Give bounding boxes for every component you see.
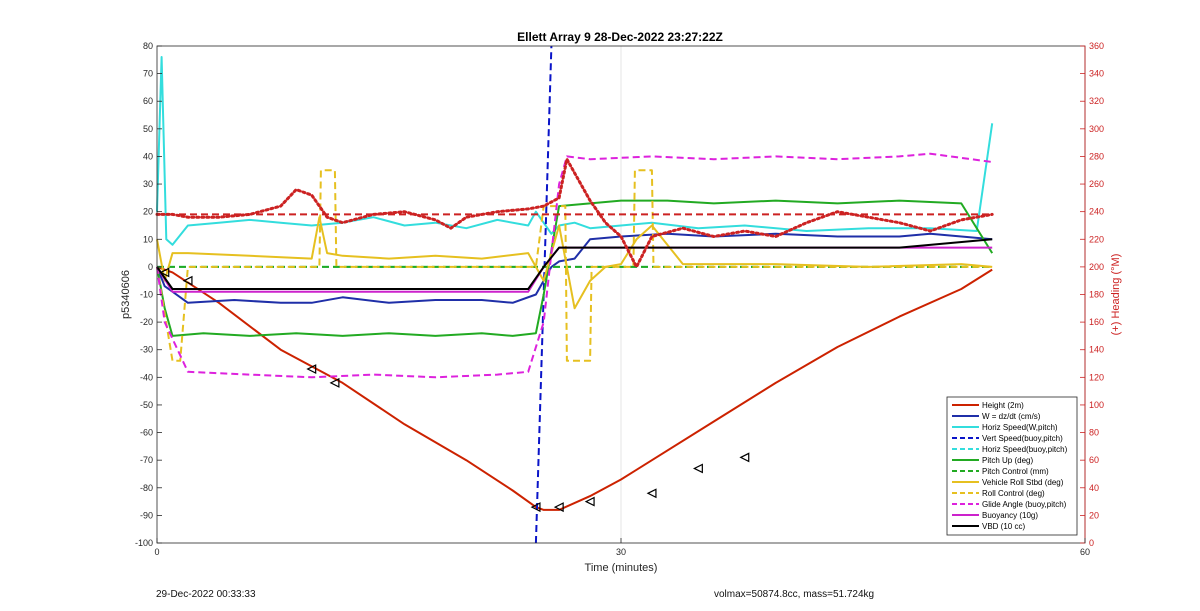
y2-tick-label: 280: [1089, 151, 1104, 161]
x-tick-label: 60: [1080, 547, 1090, 557]
series-line-7: [156, 216, 993, 310]
legend-entry: Vehicle Roll Stbd (deg): [982, 478, 1064, 487]
y2-tick-label: 260: [1089, 179, 1104, 189]
y2-tick-label: 340: [1089, 69, 1104, 79]
height-marker: [553, 502, 564, 513]
series-line-2: [156, 56, 994, 246]
x-axis-label: Time (minutes): [585, 562, 658, 574]
y2-tick-label: 160: [1089, 317, 1104, 327]
height-marker: [739, 452, 750, 463]
chart-title: Ellett Array 9 28-Dec-2022 23:27:22Z: [517, 30, 723, 44]
y-tick-label: -90: [140, 510, 153, 520]
y-tick-label: -50: [140, 400, 153, 410]
height-marker: [182, 275, 193, 286]
y-tick-label: -40: [140, 372, 153, 382]
legend-box: [946, 396, 1078, 536]
y-tick-label: 20: [143, 207, 153, 217]
height-marker: [306, 364, 317, 375]
height-markers: [159, 267, 750, 513]
y2-tick-label: 140: [1089, 345, 1104, 355]
left-y-axis: 80 70 60 50 40 30 20 10 0 -10 -20 -30 -40 -50 -60 -70 -8…: [135, 41, 162, 548]
footer-mass-info: volmax=50874.8cc, mass=51.724kg: [714, 589, 875, 600]
x-tick-label: 30: [616, 547, 626, 557]
y-tick-label: 60: [143, 96, 153, 106]
y2-tick-label: 100: [1089, 400, 1104, 410]
y-tick-label: -20: [140, 317, 153, 327]
y2-tick-label: 40: [1089, 483, 1099, 493]
y2-tick-label: 200: [1089, 262, 1104, 272]
y-tick-label: 40: [143, 151, 153, 161]
y-axis-label: p5340606: [120, 270, 132, 319]
legend-entry: Glide Angle (buoy,pitch): [982, 500, 1067, 509]
legend-entry: Pitch Control (mm): [982, 467, 1049, 476]
series-line-0: [156, 265, 993, 511]
height-marker: [159, 267, 170, 278]
height-marker: [692, 463, 703, 474]
y-tick-label: 70: [143, 69, 153, 79]
y-tick-label: 80: [143, 41, 153, 51]
y2-tick-label: 220: [1089, 234, 1104, 244]
height-marker: [584, 496, 595, 507]
series-layer: [155, 45, 994, 544]
y-tick-label: 10: [143, 234, 153, 244]
y2-tick-label: 0: [1089, 538, 1094, 548]
legend-entry: W = dz/dt (cm/s): [982, 412, 1041, 421]
y-tick-label: -70: [140, 455, 153, 465]
series-line-9: [156, 152, 993, 379]
series-line-5: [156, 199, 994, 337]
y-tick-label: 50: [143, 124, 153, 134]
y2-tick-label: 240: [1089, 207, 1104, 217]
legend-entry: VBD (10 cc): [982, 522, 1025, 531]
y2-tick-label: 20: [1089, 510, 1099, 520]
legend-entry: Height (2m): [982, 401, 1024, 410]
x-axis: 0 30 60: [154, 538, 1090, 557]
legend-entry: Horiz Speed(buoy,pitch): [982, 445, 1068, 454]
height-marker: [329, 377, 340, 388]
y-tick-label: -100: [135, 538, 153, 548]
y-tick-label: 30: [143, 179, 153, 189]
y2-tick-label: 120: [1089, 372, 1104, 382]
y2-tick-label: 300: [1089, 124, 1104, 134]
legend-entry: Roll Control (deg): [982, 489, 1045, 498]
y2-axis-label: (+) Heading (°M): [1110, 254, 1122, 336]
right-y-axis: 3603403203002802602402202001801601401201…: [1080, 41, 1104, 548]
y-tick-label: -80: [140, 483, 153, 493]
y-tick-label: -10: [140, 290, 153, 300]
y2-tick-label: 60: [1089, 455, 1099, 465]
y2-tick-label: 180: [1089, 290, 1104, 300]
legend: Height (2m) W = dz/dt (cm/s) Horiz Speed(W…: [946, 396, 1078, 536]
legend-entry: Vert Speed(buoy,pitch): [982, 434, 1063, 443]
x-tick-label: 0: [154, 547, 159, 557]
y2-tick-label: 360: [1089, 41, 1104, 51]
y2-tick-label: 320: [1089, 96, 1104, 106]
series-line-12: [155, 157, 994, 269]
legend-entry: Pitch Up (deg): [982, 456, 1033, 465]
y-tick-label: 0: [148, 262, 153, 272]
y-tick-label: -60: [140, 428, 153, 438]
legend-entry: Horiz Speed(W,pitch): [982, 423, 1058, 432]
series-line-11: [156, 238, 993, 290]
y-tick-label: -30: [140, 345, 153, 355]
legend-entry: Buoyancy (10g): [982, 511, 1038, 520]
height-marker: [646, 488, 657, 499]
y2-tick-label: 80: [1089, 428, 1099, 438]
footer-timestamp: 29-Dec-2022 00:33:33: [156, 589, 256, 600]
height-marker: [530, 502, 541, 513]
